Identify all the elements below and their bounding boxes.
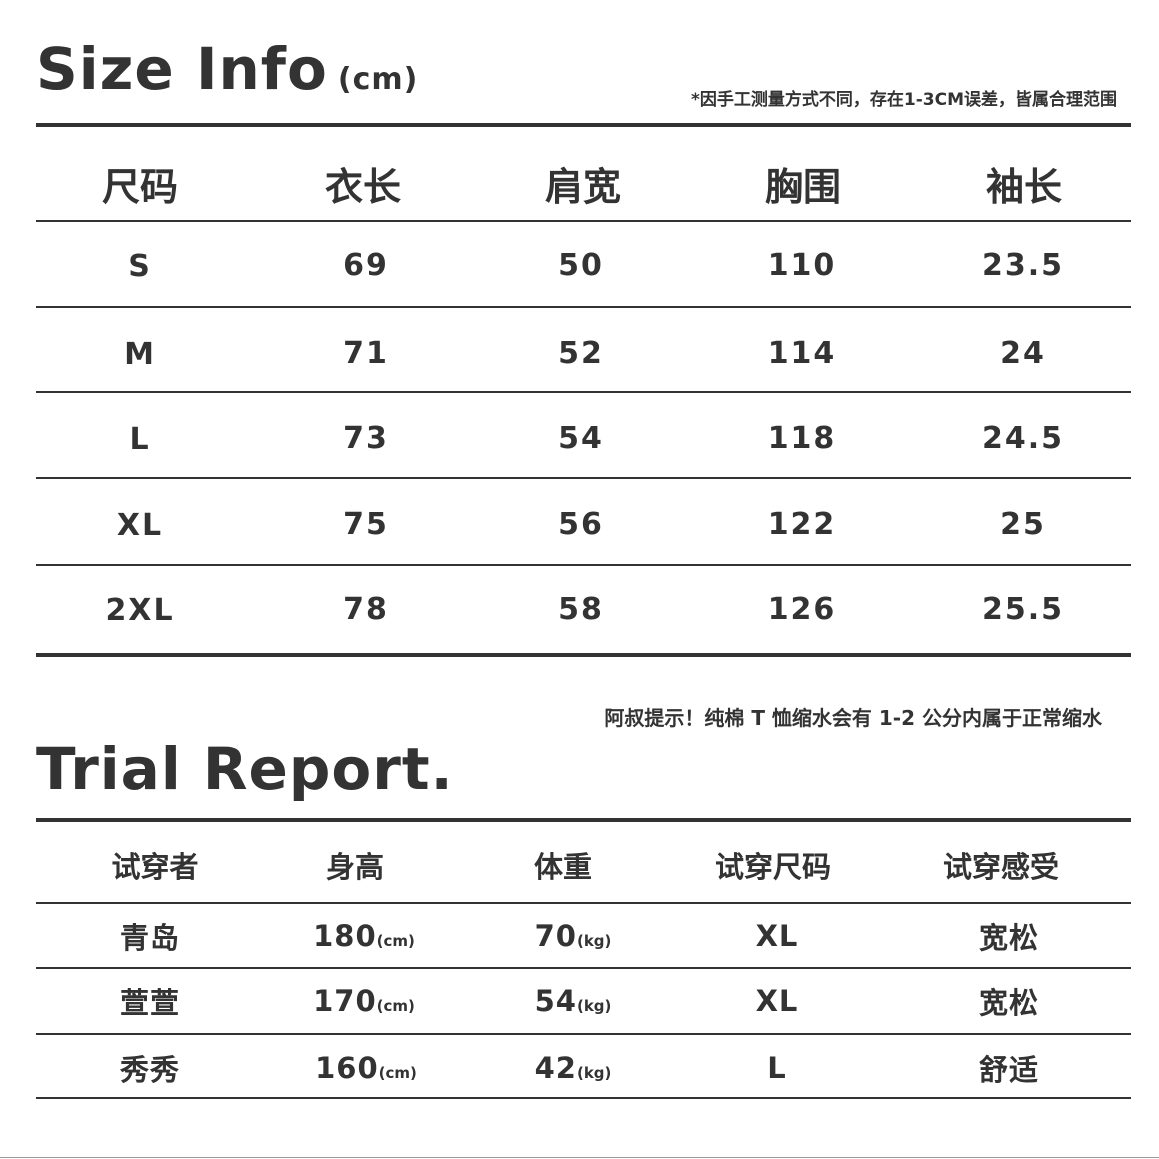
chest-cell: 122 bbox=[767, 507, 837, 542]
size-header-sleeve: 袖长 bbox=[985, 164, 1063, 209]
size-cell: S bbox=[128, 248, 152, 284]
size-header-length: 衣长 bbox=[324, 164, 402, 209]
tester-size: L bbox=[767, 1051, 787, 1085]
sleeve-cell: 24 bbox=[1000, 336, 1046, 371]
table-row: 青岛 180(cm) 70(kg) XL 宽松 bbox=[36, 910, 1131, 962]
tester-feel: 宽松 bbox=[978, 986, 1040, 1020]
table-row: S 69 50 110 23.5 bbox=[36, 240, 1131, 292]
trial-table-header: 试穿者 身高 体重 试穿尺码 试穿感受 bbox=[36, 840, 1131, 890]
tester-name: 青岛 bbox=[119, 921, 181, 955]
measurement-note: *因手工测量方式不同，存在1-3CM误差，皆属合理范围 bbox=[691, 90, 1117, 110]
sleeve-cell: 25.5 bbox=[981, 592, 1065, 627]
trial-header-size: 试穿尺码 bbox=[714, 850, 832, 884]
shoulder-cell: 54 bbox=[558, 421, 604, 456]
size-table-top-rule bbox=[36, 123, 1131, 127]
table-row: 2XL 78 58 126 25.5 bbox=[36, 584, 1131, 636]
shoulder-cell: 56 bbox=[558, 507, 604, 542]
size-header-size: 尺码 bbox=[101, 164, 179, 209]
size-header-divider bbox=[36, 220, 1131, 222]
length-cell: 75 bbox=[343, 507, 389, 542]
shoulder-cell: 52 bbox=[558, 336, 604, 371]
row-divider bbox=[36, 477, 1131, 479]
tester-weight: 70(kg) bbox=[534, 919, 612, 953]
row-divider bbox=[36, 391, 1131, 393]
trial-header-tester: 试穿者 bbox=[111, 850, 199, 884]
length-cell: 78 bbox=[343, 592, 389, 627]
trial-table-top-rule bbox=[36, 818, 1131, 822]
size-header-shoulder: 肩宽 bbox=[544, 164, 622, 209]
tester-weight: 54(kg) bbox=[534, 984, 612, 1018]
tester-size: XL bbox=[755, 919, 799, 953]
tester-height: 160(cm) bbox=[315, 1051, 417, 1085]
shoulder-cell: 50 bbox=[558, 248, 604, 283]
size-cell: XL bbox=[116, 507, 164, 543]
sleeve-cell: 24.5 bbox=[981, 421, 1065, 456]
row-divider bbox=[36, 564, 1131, 566]
size-info-unit: (cm) bbox=[337, 62, 419, 97]
chest-cell: 114 bbox=[767, 336, 837, 371]
tester-size: XL bbox=[755, 984, 799, 1018]
row-divider bbox=[36, 306, 1131, 308]
table-row: XL 75 56 122 25 bbox=[36, 499, 1131, 551]
sleeve-cell: 23.5 bbox=[981, 248, 1065, 283]
chest-cell: 110 bbox=[767, 248, 837, 283]
length-cell: 71 bbox=[343, 336, 389, 371]
tester-name: 秀秀 bbox=[119, 1053, 181, 1087]
size-header-chest: 胸围 bbox=[764, 164, 842, 209]
size-table-header: 尺码 衣长 肩宽 胸围 袖长 bbox=[36, 150, 1131, 216]
size-table-bottom-rule bbox=[36, 653, 1131, 657]
row-divider bbox=[36, 967, 1131, 969]
trial-report-title: Trial Report. bbox=[36, 735, 454, 803]
table-row: 秀秀 160(cm) 42(kg) L 舒适 bbox=[36, 1042, 1131, 1094]
sleeve-cell: 25 bbox=[1000, 507, 1046, 542]
trial-table-bottom-rule bbox=[36, 1097, 1131, 1099]
trial-header-height: 身高 bbox=[325, 850, 385, 884]
length-cell: 69 bbox=[343, 248, 389, 283]
size-cell: L bbox=[129, 421, 151, 457]
size-cell: 2XL bbox=[105, 592, 175, 628]
size-info-title-text: Size Info bbox=[36, 35, 328, 103]
tester-feel: 宽松 bbox=[978, 921, 1040, 955]
size-info-title: Size Info (cm) bbox=[36, 40, 418, 98]
trial-header-weight: 体重 bbox=[533, 850, 593, 884]
tester-weight: 42(kg) bbox=[534, 1051, 612, 1085]
page-bottom-line bbox=[0, 1157, 1159, 1158]
tester-height: 170(cm) bbox=[313, 984, 415, 1018]
tester-height: 180(cm) bbox=[313, 919, 415, 953]
table-row: M 71 52 114 24 bbox=[36, 328, 1131, 380]
chest-cell: 118 bbox=[767, 421, 837, 456]
length-cell: 73 bbox=[343, 421, 389, 456]
chest-cell: 126 bbox=[767, 592, 837, 627]
table-row: L 73 54 118 24.5 bbox=[36, 413, 1131, 465]
table-row: 萱萱 170(cm) 54(kg) XL 宽松 bbox=[36, 975, 1131, 1027]
shrink-tip: 阿叔提示！纯棉 T 恤缩水会有 1-2 公分内属于正常缩水 bbox=[604, 706, 1102, 730]
tester-name: 萱萱 bbox=[119, 986, 181, 1020]
size-cell: M bbox=[124, 336, 156, 372]
trial-header-divider bbox=[36, 902, 1131, 904]
shoulder-cell: 58 bbox=[558, 592, 604, 627]
trial-header-feel: 试穿感受 bbox=[942, 850, 1060, 884]
tester-feel: 舒适 bbox=[978, 1053, 1040, 1087]
row-divider bbox=[36, 1033, 1131, 1035]
